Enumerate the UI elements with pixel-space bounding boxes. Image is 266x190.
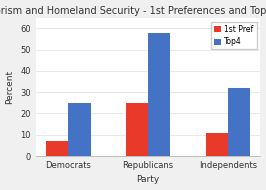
- Bar: [148, 33, 171, 156]
- Bar: [46, 141, 68, 156]
- Bar: [228, 88, 250, 156]
- Bar: [126, 103, 148, 156]
- Legend: 1st Pref, Top4: 1st Pref, Top4: [211, 21, 257, 49]
- X-axis label: Party: Party: [136, 175, 160, 184]
- Bar: [206, 133, 228, 156]
- Y-axis label: Percent: Percent: [6, 70, 15, 104]
- Title: Terrorism and Homeland Security - 1st Preferences and Top 4 by Party: Terrorism and Homeland Security - 1st Pr…: [0, 6, 266, 16]
- Bar: [68, 103, 90, 156]
